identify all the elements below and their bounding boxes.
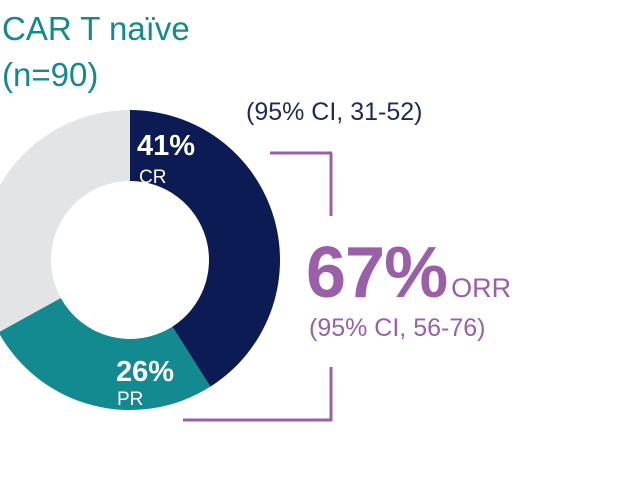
slice-category-label-cr: CR bbox=[139, 167, 166, 188]
chart-title: CAR T naïve (n=90) bbox=[2, 6, 190, 98]
slice-value-label-pr: 26% bbox=[116, 356, 174, 388]
donut-slice-pr bbox=[0, 298, 211, 410]
orr-summary: 67% ORR bbox=[306, 232, 511, 314]
slice-category-label-pr: PR bbox=[117, 389, 143, 410]
cr-confidence-interval: (95% CI, 31-52) bbox=[246, 98, 423, 126]
orr-value: 67% bbox=[306, 233, 448, 313]
donut-slice-remainder bbox=[0, 110, 130, 332]
donut-slice-cr bbox=[130, 110, 281, 387]
orr-confidence-interval: (95% CI, 56-76) bbox=[309, 314, 486, 342]
orr-label: ORR bbox=[451, 273, 512, 303]
slice-value-label-cr: 41% bbox=[137, 130, 195, 162]
title-line-1: CAR T naïve bbox=[2, 10, 190, 47]
title-line-2: (n=90) bbox=[2, 56, 99, 93]
